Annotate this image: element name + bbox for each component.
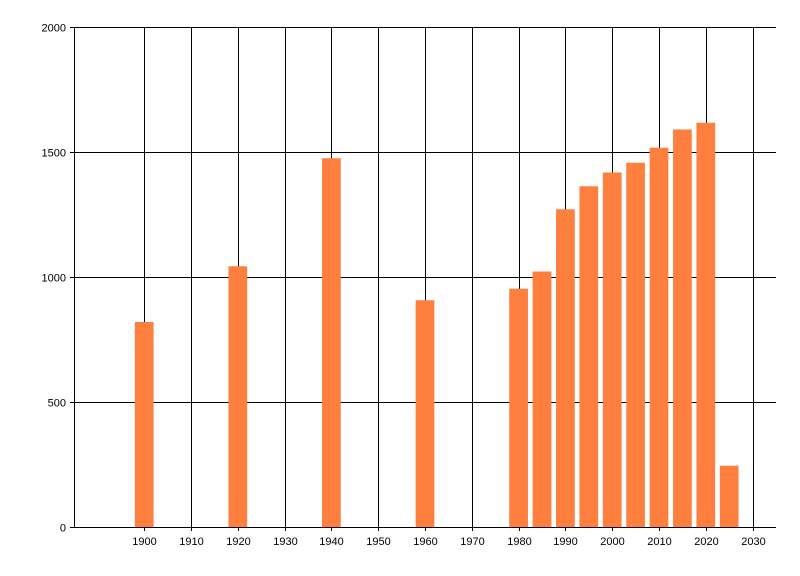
bar-2020 <box>696 122 716 527</box>
x-tick-label: 1930 <box>273 536 297 548</box>
bar-1985 <box>532 271 552 527</box>
bar-2010 <box>649 147 669 527</box>
bar-1900 <box>134 322 154 527</box>
y-tick-label: 0 <box>60 523 66 535</box>
x-tick-label: 2030 <box>741 536 765 548</box>
bar-2000 <box>602 172 622 527</box>
x-tick-label: 1970 <box>460 536 484 548</box>
bar-1940 <box>322 158 341 527</box>
bar-1990 <box>556 209 575 527</box>
x-tick-label: 1900 <box>132 536 156 548</box>
x-tick-label: 1990 <box>553 536 577 548</box>
tick-labels: 0 500 1000 1500 2000 1900 1910 1920 1930 1940 1950… <box>42 23 766 549</box>
bar-1980 <box>509 288 528 527</box>
bar-1960 <box>415 300 435 527</box>
x-tick-label: 2020 <box>694 536 718 548</box>
x-tick-label: 1980 <box>507 536 531 548</box>
x-tick-label: 1920 <box>226 536 250 548</box>
y-tick-label: 1000 <box>42 273 66 285</box>
x-tick-label: 1950 <box>366 536 390 548</box>
bars <box>134 122 739 527</box>
x-tick-label: 2000 <box>600 536 624 548</box>
bar-1995 <box>579 186 599 527</box>
bar-1920 <box>228 266 248 527</box>
y-tick-label: 1500 <box>42 148 66 160</box>
x-tick-label: 1960 <box>413 536 437 548</box>
y-tick-label: 2000 <box>42 23 66 35</box>
bar-2025 <box>719 465 739 527</box>
x-tick-label: 1910 <box>179 536 203 548</box>
x-tick-label: 2010 <box>647 536 671 548</box>
y-tick-label: 500 <box>48 398 66 410</box>
axes <box>70 27 776 531</box>
bar-2015 <box>673 129 692 527</box>
bar-2005 <box>626 162 645 527</box>
x-tick-label: 1940 <box>319 536 343 548</box>
